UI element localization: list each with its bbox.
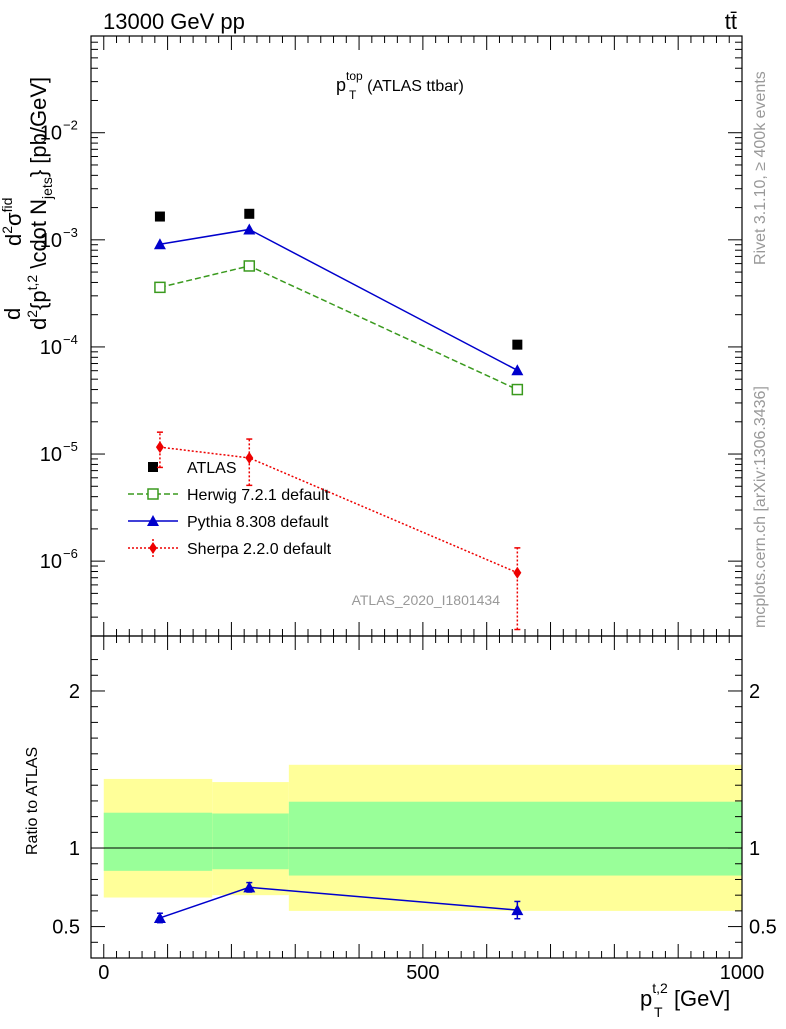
legend-label-pythia: Pythia 8.308 default (187, 514, 329, 531)
ratio-stat-band (103, 812, 213, 871)
header-process: tt̄ (725, 9, 737, 34)
watermark: ATLAS_2020_I1801434 (352, 592, 501, 608)
legend-marker-sherpa (149, 542, 157, 554)
atlas-point (244, 208, 255, 219)
ratio-x-label: pt,2 [GeV] (640, 980, 730, 1011)
ratio-y-label: Ratio to ATLAS (24, 747, 41, 855)
ylabel-sigma: d2σfid (0, 198, 26, 246)
herwig-point (511, 383, 524, 396)
y-tick-label: 10 (40, 337, 62, 359)
rivet-label: Rivet 3.1.10, ≥ 400k events (752, 71, 769, 265)
ratio-stat-band (212, 813, 289, 870)
x-tick-label: 500 (406, 962, 439, 984)
sherpa-point (155, 441, 164, 454)
ratio-pythia-point (153, 911, 166, 923)
main-title-subscript: T (349, 88, 357, 102)
ratio-y-tick-label-right: 0.5 (749, 917, 777, 939)
ratio-panel: Ratio to ATLAS pt,2 [GeV] T 0 500 1000 0.5 0… (24, 635, 777, 1020)
ratio-y-tick-label-right: 2 (749, 681, 760, 703)
ratio-frame (90, 635, 743, 959)
main-title: ptop (ATLAS ttbar) (336, 69, 464, 95)
main-panel: ptop (ATLAS ttbar) T d d2σfid d2{pt,2 \c… (0, 35, 743, 637)
ratio-y-tick-label: 1 (69, 838, 80, 860)
legend-label-sherpa: Sherpa 2.2.0 default (187, 541, 332, 558)
legend-label-atlas: ATLAS (187, 460, 237, 477)
pythia-line (159, 228, 518, 371)
pythia-point (243, 223, 256, 235)
ylabel-d-top: d (0, 308, 25, 320)
ylabel-denominator: d2{pt,2 \cdot Njets} [pb/GeV] (24, 77, 55, 330)
atlas-point (154, 211, 165, 222)
herwig-line (159, 265, 518, 391)
legend: ATLAS Herwig 7.2.1 default Pythia 8.308 de… (128, 460, 332, 558)
y-tick-label: 10 (40, 230, 62, 252)
y-tick-label: 10 (40, 123, 62, 145)
ratio-y-tick-label: 0.5 (52, 917, 80, 939)
y-tick-label: 10 (40, 551, 62, 573)
atlas-point (512, 339, 523, 350)
legend-marker-herwig (147, 488, 159, 500)
y-tick-exponent: −2 (63, 118, 78, 133)
x-tick-label: 0 (98, 962, 109, 984)
main-y-label: d d2σfid d2{pt,2 \cdot Njets} [pb/GeV] (0, 77, 55, 330)
sherpa-line (159, 446, 518, 574)
sherpa-point (513, 566, 522, 579)
y-tick-exponent: −3 (63, 225, 78, 240)
pythia-point (511, 364, 524, 376)
mcplots-label: mcplots.cern.ch [arXiv:1306.3436] (752, 386, 769, 628)
herwig-point (243, 260, 256, 272)
y-tick-exponent: −5 (63, 439, 78, 454)
y-tick-exponent: −4 (63, 332, 78, 347)
pythia-point (153, 238, 166, 250)
ratio-pythia-point (243, 881, 256, 893)
ratio-x-label-subscript: T (654, 1004, 663, 1020)
sherpa-point (245, 451, 254, 464)
legend-label-herwig: Herwig 7.2.1 default (187, 487, 330, 504)
ratio-pythia-point (511, 904, 524, 916)
herwig-point (154, 281, 166, 294)
ratio-stat-band (288, 801, 742, 876)
header-energy: 13000 GeV pp (103, 9, 245, 34)
legend-marker-pythia (147, 515, 159, 526)
y-tick-exponent: −6 (63, 546, 78, 561)
ratio-y-tick-label: 2 (69, 681, 80, 703)
legend-marker-atlas (148, 462, 158, 472)
ratio-y-tick-label-right: 1 (749, 838, 760, 860)
x-tick-label: 1000 (720, 962, 765, 984)
y-tick-label: 10 (40, 444, 62, 466)
